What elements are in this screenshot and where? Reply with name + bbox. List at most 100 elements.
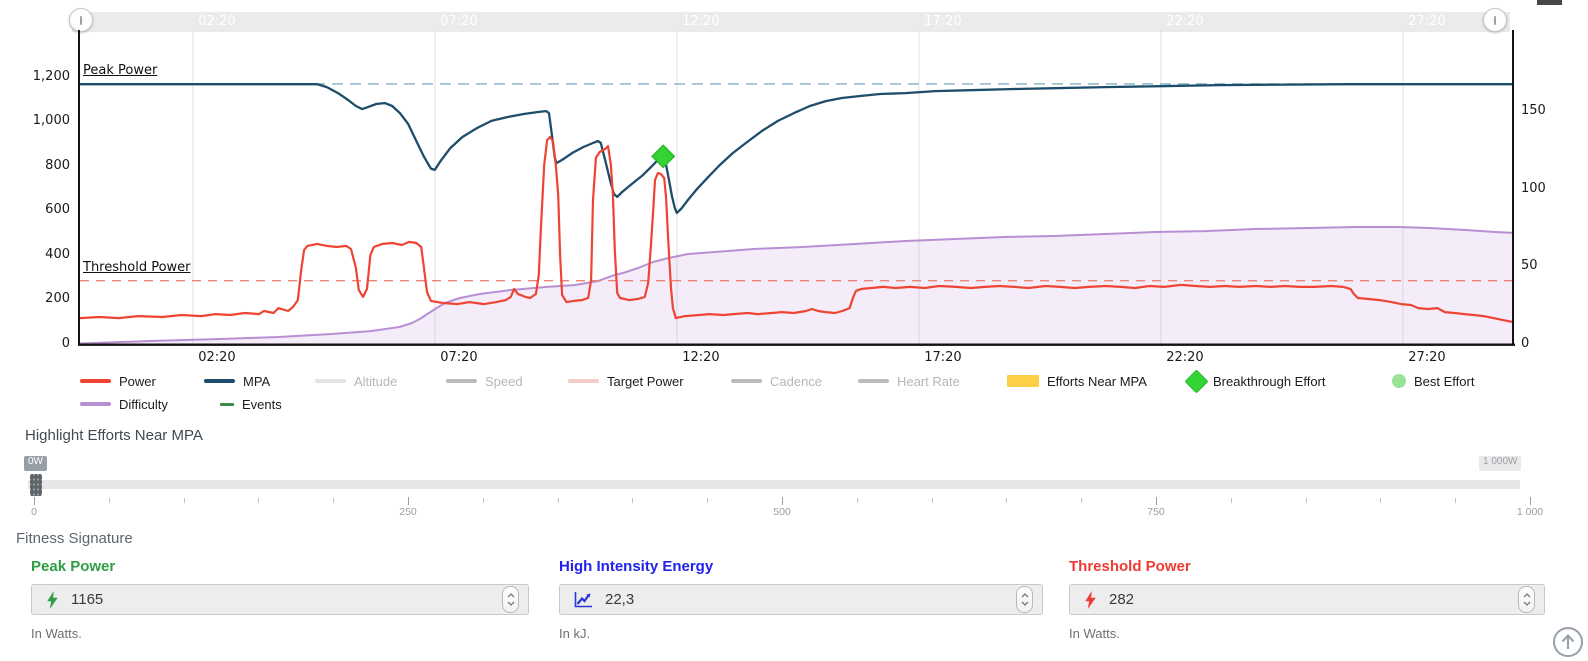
legend-item-label: Events [242, 396, 282, 412]
peak-power-input-box[interactable] [31, 584, 529, 615]
scroll-to-top-button[interactable] [1553, 627, 1583, 657]
slider-minor-tick [1305, 498, 1307, 503]
legend-item-cadence[interactable]: Cadence [731, 373, 822, 389]
peak-power-input[interactable] [69, 590, 193, 609]
bolt-icon [1085, 590, 1096, 609]
slider-minor-tick [1230, 498, 1232, 503]
slider-major-tick [34, 497, 35, 505]
line-swatch-icon [568, 379, 599, 383]
handle-grip-icon [1494, 15, 1496, 25]
high-intensity-energy-input-box[interactable] [559, 584, 1043, 615]
right-axis-tick-label: 0 [1521, 336, 1530, 351]
legend-item-efforts-near-mpa[interactable]: Efforts Near MPA [1007, 373, 1147, 389]
legend-item-label: Altitude [354, 373, 398, 389]
high-intensity-energy-field-group: High Intensity Energy In kJ. [559, 558, 1043, 641]
scrollbar-time-label: 17:20 [924, 14, 962, 29]
legend-item-breakthrough-effort[interactable]: Breakthrough Effort [1184, 368, 1326, 394]
chart-range-scrollbar[interactable]: 02:20 07:20 12:20 17:20 22:20 27:20 [72, 12, 1510, 32]
chevron-up-icon [507, 593, 514, 598]
line-swatch-icon [731, 379, 762, 383]
y-axis-tick-label: 800 [45, 157, 70, 173]
x-axis-tick-label: 02:20 [198, 350, 236, 365]
slider-tick-label: 750 [1147, 506, 1165, 518]
slider-tick-label: 1 000 [1516, 506, 1544, 518]
line-swatch-icon [1007, 375, 1039, 387]
slider-max-value-badge: 1 000W [1479, 456, 1522, 471]
line-swatch-icon [315, 379, 346, 383]
y-axis-tick-label: 600 [45, 202, 70, 218]
legend-item-altitude[interactable]: Altitude [315, 373, 397, 389]
legend-item-speed[interactable]: Speed [446, 373, 523, 389]
effort-threshold-slider-handle[interactable] [30, 474, 42, 496]
threshold-power-input-box[interactable] [1069, 584, 1545, 615]
legend-item-difficulty[interactable]: Difficulty [80, 396, 168, 412]
legend-item-label: Best Effort [1414, 373, 1475, 389]
legend-item-events[interactable]: Events [220, 396, 282, 412]
legend-item-label: Cadence [770, 373, 823, 389]
line-swatch-icon [80, 379, 111, 383]
legend-item-label: MPA [243, 373, 271, 389]
slider-minor-tick [856, 498, 858, 503]
slider-minor-tick [333, 498, 335, 503]
range-handle-right[interactable] [1483, 8, 1507, 32]
power-line [78, 135, 1515, 324]
bolt-icon [47, 590, 58, 609]
y-axis-tick-label: 1,200 [32, 68, 70, 84]
high-intensity-energy-input[interactable] [603, 590, 727, 609]
mpa-power-chart[interactable] [0, 0, 1588, 372]
left-axis-line [78, 30, 80, 345]
effort-threshold-slider-track[interactable] [28, 480, 1520, 489]
high-intensity-energy-stepper[interactable] [1016, 586, 1033, 613]
handle-grip-icon [80, 15, 82, 25]
threshold-power-input[interactable] [1107, 590, 1231, 609]
threshold-power-field-label: Threshold Power [1069, 558, 1191, 575]
slider-major-tick [1156, 497, 1157, 505]
threshold-power-unit-caption: In Watts. [1069, 626, 1120, 641]
breakthrough-effort-marker[interactable] [651, 144, 676, 169]
line-swatch-icon [858, 379, 889, 383]
peak-power-stepper[interactable] [502, 586, 519, 613]
legend-item-power[interactable]: Power [80, 373, 156, 389]
right-axis-line [1512, 30, 1514, 345]
slider-tick-label: 250 [399, 506, 417, 518]
peak-power-field-group: Peak Power In Watts. [31, 558, 529, 641]
peak-power-line-label: Peak Power [83, 63, 158, 78]
legend-item-mpa[interactable]: MPA [204, 373, 270, 389]
range-handle-left[interactable] [69, 8, 93, 32]
legend-item-best-effort[interactable]: Best Effort [1392, 373, 1474, 389]
slider-minor-tick [1380, 498, 1382, 503]
scrollbar-time-label: 27:20 [1408, 14, 1446, 29]
legend-item-label: Breakthrough Effort [1213, 373, 1326, 389]
chevron-down-icon [1021, 601, 1028, 606]
slider-minor-tick [931, 498, 933, 503]
x-axis-tick-label: 22:20 [1166, 350, 1204, 365]
threshold-power-stepper[interactable] [1518, 586, 1535, 613]
legend-item-label: Difficulty [119, 396, 168, 412]
peak-power-unit-caption: In Watts. [31, 626, 82, 641]
y-axis-tick-label: 400 [45, 246, 70, 262]
x-axis-tick-label: 12:20 [682, 350, 720, 365]
difficulty-line [79, 226, 1514, 345]
line-swatch-icon [446, 379, 477, 383]
slider-minor-tick [482, 498, 484, 503]
scrollbar-time-label: 12:20 [682, 14, 720, 29]
legend-item-label: Heart Rate [897, 373, 960, 389]
clipped-corner-element [1537, 0, 1562, 5]
high-intensity-energy-unit-caption: In kJ. [559, 626, 591, 641]
slider-minor-tick [632, 498, 634, 503]
legend-item-label: Power [119, 373, 156, 389]
chevron-up-icon [1021, 593, 1028, 598]
right-axis-tick-label: 50 [1521, 258, 1538, 274]
trend-icon [574, 592, 592, 608]
legend-item-target-power[interactable]: Target Power [568, 373, 684, 389]
slider-min-value-badge: 0W [24, 456, 47, 471]
y-axis-tick-label: 1,000 [32, 113, 70, 129]
slider-minor-tick [557, 498, 559, 503]
slider-tick-label: 500 [773, 506, 791, 518]
mpa-line [78, 83, 1515, 215]
legend-item-heart-rate[interactable]: Heart Rate [858, 373, 960, 389]
right-axis-tick-label: 100 [1521, 180, 1546, 196]
diamond-swatch-icon [1184, 368, 1209, 394]
slider-tick-label: 0 [31, 506, 37, 518]
difficulty-area [80, 227, 1514, 344]
